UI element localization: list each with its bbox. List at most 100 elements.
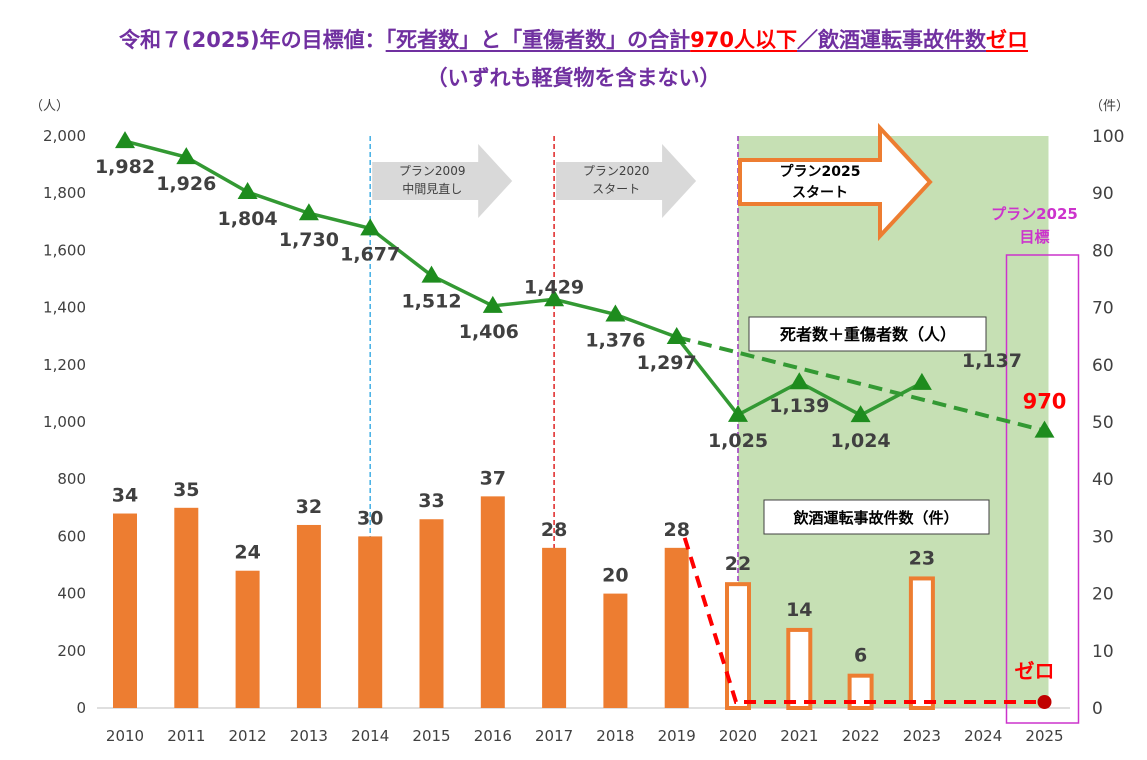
y-left-unit-label: （人） — [30, 99, 69, 114]
bar-2018 — [603, 593, 628, 708]
plan-arrow-text: プラン2025 — [780, 164, 861, 180]
y-left-tick-label: 1,000 — [43, 413, 86, 431]
bar-target-point — [1037, 695, 1052, 709]
bar-2014 — [358, 536, 383, 708]
bar-2023 — [908, 576, 935, 710]
goal-box-label: 目標 — [1019, 228, 1049, 246]
bar-value-label: 20 — [602, 565, 628, 587]
plan-arrow-2017 — [556, 144, 697, 218]
bar-2022 — [847, 673, 874, 710]
x-tick-label: 2011 — [167, 727, 205, 745]
line-point-2014 — [360, 218, 381, 236]
title-zero-text: ゼロ — [986, 28, 1028, 52]
plan-arrow-text: スタート — [592, 182, 640, 196]
title-slash: ／ — [797, 28, 818, 52]
y-left-tick-label: 1,400 — [43, 299, 86, 317]
bar-value-label: 22 — [725, 553, 751, 575]
bar-value-label: 30 — [357, 507, 383, 529]
line-point-2018 — [605, 304, 626, 322]
y-left-tick-label: 800 — [57, 470, 86, 488]
x-tick-label: 2010 — [106, 727, 144, 745]
x-tick-label: 2023 — [903, 727, 941, 745]
y-left-tick-label: 1,600 — [43, 241, 86, 259]
deaths-target-dashed-line — [676, 335, 1045, 433]
y-right-tick-label: 20 — [1092, 585, 1114, 605]
bar-value-label: 34 — [112, 485, 138, 507]
bar-2021 — [786, 627, 813, 710]
line-value-label: 1,982 — [95, 156, 155, 178]
goal-box-frame — [1005, 254, 1080, 724]
bar-2017 — [542, 547, 567, 708]
line-point-2019 — [666, 327, 687, 345]
bar-value-label: 23 — [909, 547, 935, 569]
x-tick-label: 2020 — [719, 727, 757, 745]
y-right-tick-label: 50 — [1092, 413, 1114, 433]
line-point-2015 — [421, 265, 442, 283]
y-left-tick-label: 1,200 — [43, 356, 86, 374]
x-tick-label: 2022 — [842, 727, 880, 745]
line-point-2022 — [850, 405, 871, 423]
bar-2011 — [174, 507, 199, 708]
y-right-tick-label: 0 — [1092, 699, 1103, 719]
line-point-2013 — [298, 203, 319, 221]
y-left-tick-label: 200 — [57, 642, 86, 660]
y-right-tick-label: 100 — [1092, 127, 1124, 147]
line-value-label: 1,376 — [585, 329, 645, 351]
x-tick-label: 2021 — [780, 727, 818, 745]
y-left-tick-label: 600 — [57, 527, 86, 545]
bar-legend-label: 飲酒運転事故件数（件） — [792, 509, 958, 527]
bar-2020 — [725, 582, 751, 710]
title-prefix: 令和７(2025)年の目標値： — [119, 28, 386, 52]
line-value-label: 1,137 — [962, 350, 1022, 372]
line-value-label: 1,804 — [218, 208, 278, 230]
plan-arrow-text: 中間見直し — [402, 181, 462, 196]
line-point-2023 — [911, 372, 932, 390]
chart-title: 令和７(2025)年の目標値：「死者数」と「重傷者数」の合計970人以下／飲酒運… — [0, 24, 1147, 54]
x-tick-label: 2015 — [412, 727, 450, 745]
plan-arrow-text: スタート — [792, 185, 848, 201]
line-value-label: 1,512 — [401, 291, 461, 313]
line-point-2010 — [115, 131, 135, 149]
x-tick-label: 2018 — [596, 727, 634, 745]
goal-box-label: プラン2025 — [991, 205, 1078, 223]
y-right-tick-label: 60 — [1092, 356, 1114, 376]
line-value-label: 1,406 — [459, 321, 519, 343]
chart-subtitle: （いずれも軽貨物を含まない） — [426, 66, 721, 90]
line-value-label: 1,297 — [637, 352, 697, 374]
bar-value-label: 28 — [541, 519, 567, 541]
bar-legend-box — [763, 499, 990, 535]
plan2025-shaded-region — [738, 136, 1049, 708]
x-tick-label: 2016 — [474, 727, 512, 745]
title-drunk-text: 飲酒運転事故件数 — [818, 28, 986, 52]
x-tick-label: 2019 — [658, 727, 696, 745]
bar-value-label: 6 — [854, 645, 867, 667]
bar-2016 — [480, 496, 505, 708]
line-value-label: 1,730 — [279, 229, 339, 251]
bar-2015 — [419, 519, 444, 708]
bar-value-label: 32 — [296, 496, 322, 518]
y-right-tick-label: 70 — [1092, 299, 1114, 319]
bar-value-label: 33 — [418, 490, 444, 512]
x-tick-label: 2017 — [535, 727, 573, 745]
line-value-label: 1,677 — [340, 243, 400, 265]
line-value-label: 1,024 — [831, 430, 891, 452]
y-left-tick-label: 0 — [76, 699, 86, 717]
line-value-label: 1,025 — [708, 430, 768, 452]
title-deaths-text: 「死者数」と「重傷者数」の合計 — [385, 28, 691, 52]
deaths-injuries-line — [124, 139, 923, 418]
bar-value-label: 37 — [480, 467, 506, 489]
y-left-tick-label: 400 — [57, 585, 86, 603]
x-tick-label: 2012 — [229, 727, 267, 745]
line-value-label: 1,139 — [769, 395, 829, 417]
bar-value-label: 14 — [786, 599, 812, 621]
bar-value-label: 28 — [663, 519, 689, 541]
bar-2013 — [296, 524, 321, 708]
y-right-tick-label: 30 — [1092, 527, 1114, 547]
x-tick-label: 2014 — [351, 727, 389, 745]
bar-value-label: 24 — [234, 542, 260, 564]
plan-arrow-text: プラン2009 — [399, 164, 466, 178]
y-right-tick-label: 80 — [1092, 241, 1114, 261]
line-target-label: 970 — [1023, 390, 1067, 414]
plan-arrow-2020 — [738, 122, 933, 242]
